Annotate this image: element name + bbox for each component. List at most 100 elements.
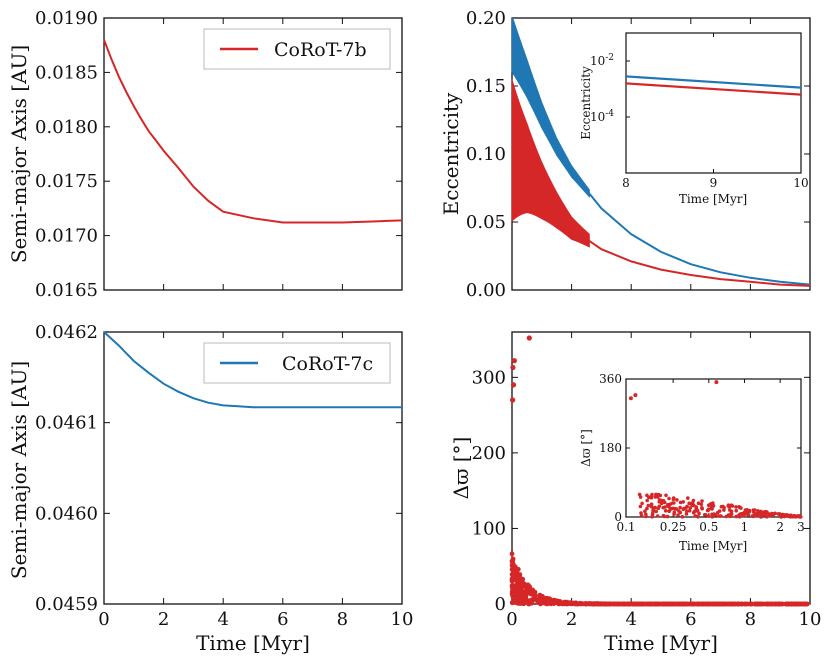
scatter-point-dense <box>529 598 534 604</box>
scatter-point-dense <box>521 584 526 589</box>
scatter-point-dense <box>523 596 528 602</box>
scatter-point-dense <box>524 588 529 594</box>
y-tick-label: 0.0459 <box>35 594 98 615</box>
x-tick-label: 2 <box>566 609 577 630</box>
y-tick-label: 0.05 <box>466 212 506 233</box>
scatter-noise-group <box>637 492 803 519</box>
inset-scatter-point-dense <box>750 514 755 518</box>
scatter-point-dense <box>563 600 569 606</box>
tick-base: 10 <box>590 110 605 124</box>
inset-scatter-point-dense <box>737 514 741 518</box>
inset-series-line-corot-7c <box>625 75 802 89</box>
inset-scatter-point-dense <box>694 505 699 509</box>
inset-scatter-point-dense <box>671 497 676 502</box>
inset-scatter-point-dense <box>734 508 738 513</box>
inset-scatter-point-dense <box>756 509 760 513</box>
legend-c: CoRoT-7c <box>203 342 391 384</box>
inset-scatter-point-dense <box>729 511 733 516</box>
x-tick-label: 8 <box>622 176 630 190</box>
scatter-point-dense <box>509 551 515 557</box>
inset-scatter-point-dense <box>699 502 704 507</box>
inset-scatter-point-dense <box>639 511 643 515</box>
inset-scatter-point-dense <box>712 512 716 516</box>
inset-xlabel-time: Time [Myr] <box>679 539 747 553</box>
legend-b: CoRoT-7b <box>203 28 391 70</box>
scatter-point-dense <box>547 599 553 604</box>
inset-scatter-point-dense <box>722 508 726 512</box>
x-tick-label: 8 <box>745 609 756 630</box>
inset-scatter-point-dense <box>710 507 714 511</box>
inset-scatter-point-dense <box>670 501 675 505</box>
inset-scatter-point-dense <box>737 505 741 509</box>
x-tick-label: 3 <box>797 520 805 534</box>
inset-xlabel-time: Time [Myr] <box>679 192 747 206</box>
inset-scatter-point-dense <box>640 501 644 506</box>
inset-scatter-point-dense <box>667 496 671 501</box>
inset-scatter-point-dense <box>728 514 732 519</box>
inset-scatter-point-dense <box>700 506 704 511</box>
inset-scatter-point-dense <box>719 504 724 509</box>
inset-scatter-point-dense <box>740 512 744 516</box>
inset-scatter-point-dense <box>684 512 689 516</box>
y-tick-label: 0.20 <box>466 8 506 29</box>
y-tick-label: 0.10 <box>466 144 506 165</box>
inset-delta-varpi: 0.1 0.25 0.5 1 2 3 0 180 360 Δϖ [°] Time [Myr] <box>579 372 805 553</box>
series-group <box>628 380 719 401</box>
inset-scatter-point-dense <box>667 509 671 513</box>
inset-scatter-point-dense <box>753 508 757 512</box>
tick-exponent: -4 <box>605 109 614 119</box>
y-tick-label: 0 <box>614 510 622 524</box>
inset-scatter-point-dense <box>655 514 660 518</box>
series-group <box>509 335 532 403</box>
scatter-point-dense <box>509 558 515 564</box>
x-tick-label: 4 <box>217 609 228 630</box>
inset-scatter-point-dense <box>687 508 692 513</box>
x-tick-label: 6 <box>685 609 696 630</box>
xlabel-time-right: Time [Myr] <box>604 631 718 655</box>
scatter-point-dense <box>559 601 565 606</box>
series-line-corot-7c <box>103 331 402 409</box>
y-tick-label: 0.0180 <box>35 117 98 138</box>
inset-scatter-point-dense <box>645 506 649 511</box>
scatter-point-dense <box>542 600 548 606</box>
legend-label-b: CoRoT-7b <box>274 39 367 61</box>
scatter-point-dense <box>510 578 516 583</box>
inset-scatter-point-dense <box>658 493 663 498</box>
scatter-point-dense <box>519 588 524 594</box>
inset-scatter-point-dense <box>663 509 668 513</box>
inset-scatter-point-dense <box>684 506 688 510</box>
tick-group: 0 2 4 6 8 10 0.0459 0.0460 0.0461 0.0462 <box>35 322 413 630</box>
y-tick-label: 10-4 <box>590 109 614 124</box>
inset-scatter-point-dense <box>675 498 679 502</box>
y-tick-label: 360 <box>599 372 622 386</box>
inset-scatter-point-dense <box>793 514 797 518</box>
inset-scatter-point-dense <box>646 503 651 508</box>
x-tick-label: 0 <box>506 609 517 630</box>
scatter-point <box>511 358 517 364</box>
scatter-point <box>526 335 532 341</box>
inset-ylabel-eccentricity: Eccentricity <box>579 66 593 140</box>
inset-scatter-point-dense <box>645 493 649 498</box>
scatter-noise-group <box>509 551 810 607</box>
series-line-corot-7c <box>511 44 811 286</box>
panel-frame <box>103 17 403 291</box>
inset-scatter-point-dense <box>727 504 731 509</box>
inset-scatter-point-dense <box>754 512 758 516</box>
x-tick-label: 0.1 <box>616 520 635 534</box>
inset-scatter-point-dense <box>705 508 710 513</box>
x-tick-label: 2 <box>158 609 169 630</box>
series-line-corot-7b <box>511 153 811 287</box>
inset-scatter-point-dense <box>674 507 679 511</box>
inset-ylabel-delta-varpi: Δϖ [°] <box>579 429 593 467</box>
y-tick-label: 0.15 <box>466 76 506 97</box>
inset-scatter-point-dense <box>718 514 722 518</box>
y-tick-label: 300 <box>472 367 506 388</box>
y-tick-label: 0.0165 <box>35 280 98 301</box>
xlabel-time-left: Time [Myr] <box>196 631 310 655</box>
tick-base: 10 <box>590 54 605 68</box>
inset-scatter-point-dense <box>690 501 695 505</box>
x-tick-label: 4 <box>625 609 636 630</box>
oscillation-band-corot-7c <box>511 17 590 198</box>
y-tick-label: 200 <box>472 443 506 464</box>
panel-frame <box>103 331 403 605</box>
